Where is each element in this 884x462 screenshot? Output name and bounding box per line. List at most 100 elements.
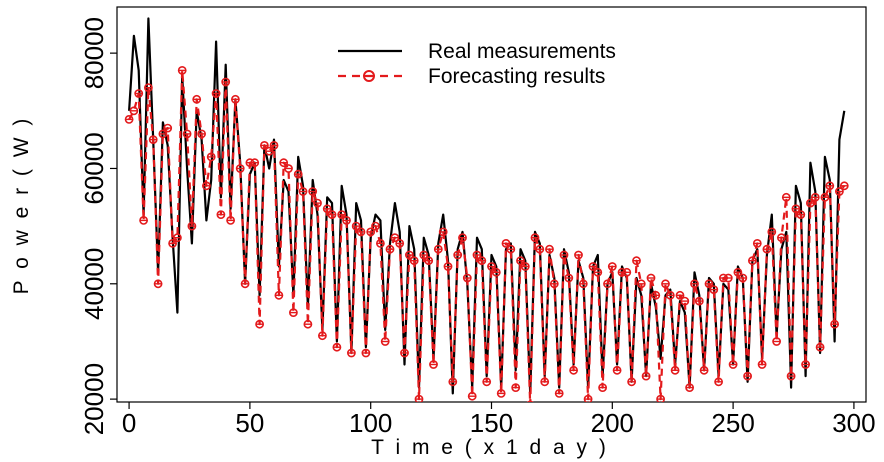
forecast-point [583,394,593,402]
forecast-point [163,123,173,133]
legend-forecast-label: Forecasting results [428,65,605,88]
forecast-point [632,256,641,266]
forecast-point [201,181,211,191]
forecast-point [293,169,303,179]
forecast-point [685,383,694,392]
forecast-point [699,365,709,375]
forecast-point [361,348,371,358]
forecast-point [670,365,680,375]
forecast-point [738,273,748,283]
forecast-point [530,233,540,243]
x-tick-label: 50 [235,408,264,438]
forecast-point [549,279,559,289]
forecast-point [830,319,839,329]
forecast-point [641,371,651,381]
forecast-point [728,360,738,369]
forecast-point [143,83,153,93]
forecast-point [356,227,366,237]
forecast-point [612,365,622,375]
forecast-point [516,256,525,266]
forecast-point [424,256,434,266]
forecast-point [182,129,192,139]
forecast-point [501,238,511,248]
forecast-point [322,204,332,214]
forecast-point [467,391,477,401]
forecast-point [462,273,472,283]
forecast-point [453,250,463,260]
forecast-point [506,244,516,254]
forecast-point [545,244,554,254]
forecast-point [250,158,260,168]
forecast-point [646,273,656,283]
legend-real-label: Real measurements [428,40,616,63]
forecast-point [177,66,187,75]
forecast-point [781,192,791,202]
forecast-point [134,89,144,98]
forecast-point [714,377,723,387]
forecast-point [651,290,661,300]
forecast-point [390,233,400,243]
y-tick-label: 20000 [79,363,109,435]
forecast-point [607,262,617,271]
forecast-point [235,164,245,173]
forecast-point [752,238,762,248]
forecast-point [526,400,534,402]
forecast-point [274,290,284,300]
forecast-point [395,238,405,248]
x-tick-label: 200 [591,408,634,438]
forecast-point [593,267,603,277]
forecast-point [825,181,835,191]
forecast-point [791,204,801,214]
forecast-point [221,77,231,87]
forecast-point [477,256,487,266]
forecast-point [554,388,564,398]
forecast-point [622,267,632,277]
forecast-point [835,187,844,196]
y-tick-label: 80000 [79,17,109,89]
forecast-point [308,187,318,196]
forecast-point [371,221,380,231]
forecast-point [284,164,293,173]
forecast-point [168,238,177,248]
forecast-point [153,279,163,289]
forecast-point [603,279,612,289]
forecast-point [197,129,206,139]
forecast-point [303,319,313,329]
y-tick-label: 40000 [79,248,109,320]
forecast-point [206,152,216,162]
x-tick-label: 100 [349,408,392,438]
forecast-point [786,371,796,381]
forecast-point [385,244,395,254]
forecast-point [520,262,530,271]
forecast-point [704,279,714,289]
forecast-point [443,262,453,271]
forecast-point [810,192,820,202]
forecast-point [588,262,598,271]
forecast-point [342,215,351,225]
forecast-point [578,279,588,289]
forecast-point [757,360,767,369]
forecast-point [723,273,733,283]
forecast-point [574,250,583,260]
forecast-point [327,210,337,219]
forecast-point [148,135,158,144]
forecast-point [559,250,569,260]
forecast-point [346,348,356,358]
forecast-point [158,129,168,139]
forecast-point [680,296,690,306]
forecast-point [458,233,467,243]
legend: Real measurements Forecasting results [338,40,616,88]
forecast-point [433,244,443,254]
forecast-point [211,89,221,98]
forecast-point [564,273,574,283]
forecast-point [777,233,786,243]
forecast-point [675,290,685,300]
forecast-point [690,279,699,289]
forecast-point [820,192,830,202]
forecast-point [298,187,308,196]
forecast-point [172,233,182,243]
x-tick-label: 300 [832,408,875,438]
forecast-point [230,94,240,104]
forecast-point [139,215,148,225]
